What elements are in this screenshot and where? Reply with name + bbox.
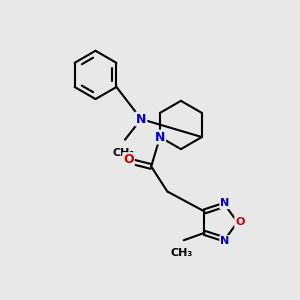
Text: CH₃: CH₃ [170, 248, 193, 259]
Text: O: O [235, 217, 244, 227]
Text: N: N [155, 130, 165, 143]
Text: N: N [220, 236, 230, 246]
Text: N: N [136, 112, 146, 126]
Text: O: O [123, 153, 134, 166]
Text: N: N [220, 198, 230, 208]
Text: CH₃: CH₃ [112, 148, 135, 158]
